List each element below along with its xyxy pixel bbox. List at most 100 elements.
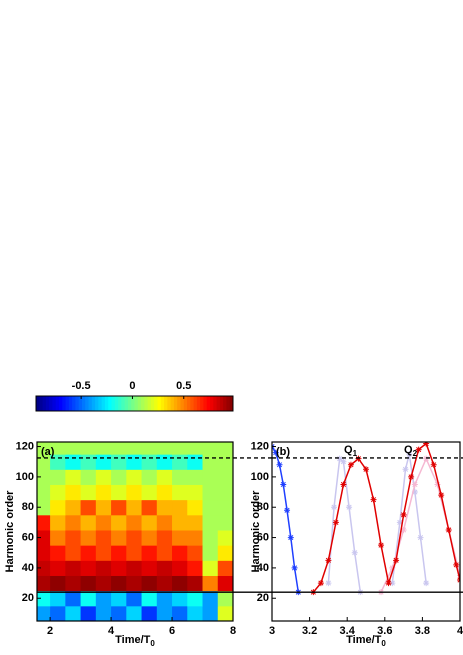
colorbar-segment bbox=[42, 396, 47, 411]
colorbar-segment bbox=[150, 396, 155, 411]
star-marker bbox=[411, 489, 418, 496]
series-line bbox=[272, 446, 300, 593]
heatmap-cell bbox=[126, 484, 143, 501]
colorbar-segment bbox=[173, 396, 178, 411]
colorbar-segment bbox=[45, 396, 50, 411]
heatmap-cell bbox=[217, 529, 233, 546]
heatmap-cell bbox=[37, 442, 51, 455]
heatmap-cell bbox=[37, 484, 51, 501]
heatmap-cell bbox=[50, 499, 66, 516]
heatmap-cell bbox=[37, 529, 51, 546]
heatmap-cell bbox=[141, 514, 158, 531]
heatmap-cell bbox=[217, 575, 233, 592]
star-marker bbox=[408, 473, 415, 480]
colorbar-segment bbox=[104, 396, 109, 411]
colorbar-segment bbox=[36, 396, 40, 411]
heatmap-cell bbox=[141, 605, 158, 621]
x-tick-label: 6 bbox=[169, 625, 175, 637]
heatmap-cell bbox=[80, 499, 97, 516]
star-marker bbox=[423, 580, 430, 587]
series-line bbox=[312, 442, 460, 593]
star-marker bbox=[445, 526, 452, 533]
colorbar-segment bbox=[114, 396, 119, 411]
heatmap-cell bbox=[95, 560, 112, 576]
heatmap-cell bbox=[95, 442, 112, 455]
annotation-sub: 1 bbox=[353, 449, 358, 458]
star-marker bbox=[276, 461, 283, 468]
heatmap-cell bbox=[217, 605, 233, 621]
heatmap-cell bbox=[187, 605, 204, 621]
colorbar-segment bbox=[196, 396, 201, 411]
heatmap-cell bbox=[172, 454, 188, 470]
heatmap-cell bbox=[172, 442, 188, 455]
colorbar-segment bbox=[157, 396, 162, 411]
colorbar-segment bbox=[134, 396, 139, 411]
star-marker bbox=[280, 481, 287, 488]
colorbar-tick-label: -0.5 bbox=[72, 380, 91, 392]
star-marker bbox=[385, 580, 392, 587]
colorbar-frame bbox=[35, 395, 234, 412]
star-marker bbox=[393, 557, 400, 564]
colorbar-segment bbox=[52, 396, 57, 411]
heatmap-cell bbox=[50, 442, 66, 455]
heatmap-cell bbox=[80, 442, 97, 455]
heatmap-cell bbox=[187, 529, 204, 546]
heatmap-cell bbox=[80, 605, 97, 621]
heatmap-cell bbox=[187, 560, 204, 576]
star-marker bbox=[325, 557, 332, 564]
heatmap-cell bbox=[65, 469, 82, 485]
x-axis-label-main: Time/T bbox=[115, 634, 151, 646]
y-tick-label: 20 bbox=[257, 592, 269, 604]
heatmap-cell bbox=[80, 590, 97, 607]
axes-frame bbox=[271, 441, 461, 622]
heatmap-cell bbox=[202, 514, 219, 531]
heatmap-cell bbox=[50, 575, 66, 592]
heatmap-cell bbox=[111, 469, 127, 485]
heatmap-cell bbox=[202, 469, 219, 485]
colorbar-segment bbox=[190, 396, 195, 411]
heatmap-cell bbox=[126, 514, 143, 531]
heatmap-cell bbox=[65, 454, 82, 470]
colorbar-segment bbox=[200, 396, 204, 411]
heatmap-cell bbox=[141, 454, 158, 470]
x-tick-label: 4 bbox=[457, 625, 463, 637]
y-tick-label: 120 bbox=[251, 440, 269, 452]
heatmap-cell bbox=[37, 560, 51, 576]
heatmap-cell bbox=[126, 499, 143, 516]
heatmap-cell bbox=[95, 514, 112, 531]
colorbar-segment bbox=[108, 396, 113, 411]
colorbar-segment bbox=[127, 396, 132, 411]
heatmap-cell bbox=[187, 442, 204, 455]
colorbar-segment bbox=[85, 396, 90, 411]
y-tick-label: 40 bbox=[257, 562, 269, 574]
colorbar-segment bbox=[49, 396, 53, 411]
panel-label: (a) bbox=[41, 446, 55, 458]
heatmap-cell bbox=[65, 499, 82, 516]
x-axis-label: Time/T0 bbox=[346, 634, 386, 648]
heatmap-cell bbox=[111, 454, 127, 470]
colorbar-tick-label: 0.5 bbox=[176, 380, 191, 392]
heatmap-cell bbox=[95, 590, 112, 607]
heatmap-cell bbox=[187, 575, 204, 592]
colorbar-segment bbox=[124, 396, 129, 411]
star-marker bbox=[417, 534, 424, 541]
colorbar-segment bbox=[88, 396, 93, 411]
star-marker bbox=[284, 507, 291, 514]
colorbar-segment bbox=[62, 396, 67, 411]
colorbar-tick-label: 0 bbox=[129, 380, 135, 392]
annotation: Q2 bbox=[404, 444, 418, 458]
heatmap-cell bbox=[141, 442, 158, 455]
heatmap-cell bbox=[111, 499, 127, 516]
y-axis-label: Harmonic order bbox=[250, 490, 262, 573]
heatmap-cell bbox=[126, 560, 143, 576]
heatmap-cell bbox=[156, 499, 173, 516]
heatmap-cell bbox=[111, 560, 127, 576]
heatmap-cell bbox=[95, 469, 112, 485]
star-marker bbox=[332, 519, 339, 526]
heatmap-cell bbox=[156, 590, 173, 607]
heatmap-cell bbox=[37, 575, 51, 592]
heatmap-cell bbox=[202, 545, 219, 561]
heatmap-cell bbox=[80, 529, 97, 546]
heatmap-cell bbox=[187, 484, 204, 501]
